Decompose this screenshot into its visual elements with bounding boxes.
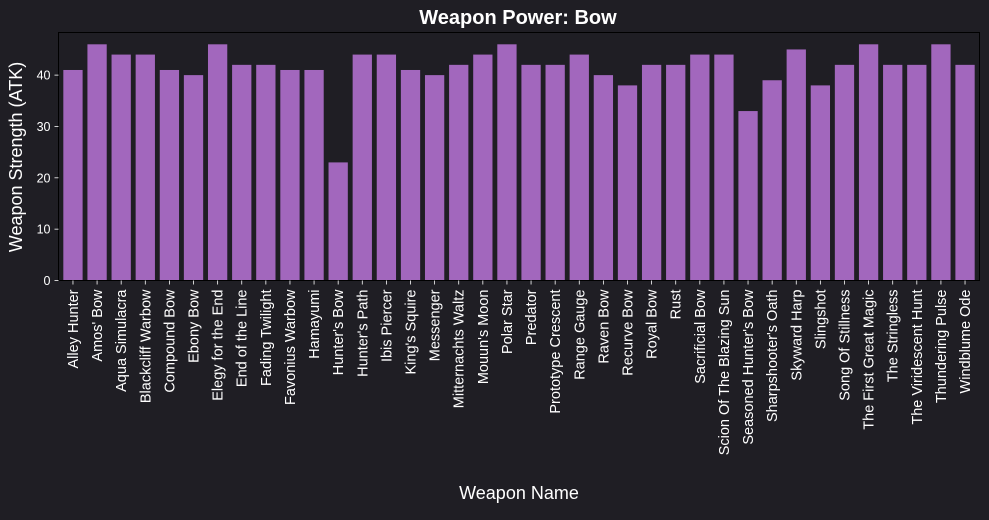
bar xyxy=(63,69,83,281)
x-tick-label: Seasoned Hunter's Bow xyxy=(741,289,757,445)
bar xyxy=(641,64,662,281)
bar xyxy=(449,64,469,281)
x-tick-label: The Viridescent Hunt xyxy=(910,290,926,425)
bar xyxy=(135,54,155,281)
x-tick-label: Recurve Bow xyxy=(620,289,636,376)
x-tick-label: The Stringless xyxy=(886,290,902,383)
y-tick-label: 30 xyxy=(37,120,51,134)
x-tick-label: Sacrificial Bow xyxy=(693,289,709,384)
x-tick-label: Alley Hunter xyxy=(66,289,82,368)
plot-frame xyxy=(58,32,980,281)
y-tick-label: 40 xyxy=(37,69,51,83)
bar xyxy=(931,44,951,281)
bar xyxy=(690,54,710,281)
x-tick-label: Range Gauge xyxy=(572,290,588,380)
bar xyxy=(424,75,445,281)
bar xyxy=(593,75,614,281)
bar xyxy=(497,44,517,281)
bar xyxy=(858,44,879,281)
x-tick-label: Predator xyxy=(524,289,540,345)
bar xyxy=(545,64,565,281)
x-tick-label: Messenger xyxy=(428,289,444,361)
x-tick-label: Favonius Warbow xyxy=(283,289,299,405)
x-tick-label: Slingshot xyxy=(813,290,829,350)
x-tick-label: Hunter's Bow xyxy=(331,289,347,375)
x-tick-label: The First Great Magic xyxy=(862,290,878,430)
bar xyxy=(159,69,180,281)
bar xyxy=(666,64,686,281)
x-tick-label: Hamayumi xyxy=(307,290,323,359)
x-tick-label: Blackcliff Warbow xyxy=(138,289,154,403)
bar xyxy=(883,64,903,281)
x-tick-label: Amos' Bow xyxy=(90,289,106,362)
x-tick-label: Ibis Piercer xyxy=(379,289,395,362)
bar xyxy=(87,44,107,281)
bar xyxy=(786,49,806,281)
bar xyxy=(834,64,855,281)
x-tick-label: Fading Twilight xyxy=(259,290,275,386)
y-tick-label: 20 xyxy=(37,171,51,185)
x-axis-label: Weapon Name xyxy=(459,483,579,503)
bar xyxy=(232,64,252,281)
x-tick-label: Song Of Stillness xyxy=(837,290,853,401)
x-tick-label: Elegy for the End xyxy=(211,290,227,401)
x-tick-label: Mitternachts Waltz xyxy=(452,290,468,409)
bar xyxy=(352,54,372,281)
x-tick-label: Prototype Crescent xyxy=(548,290,564,414)
x-tick-label: Sharpshooter's Oath xyxy=(765,290,781,423)
bar xyxy=(569,54,589,281)
bar xyxy=(111,54,131,281)
bar xyxy=(738,111,758,281)
bar xyxy=(762,80,782,281)
bar xyxy=(328,162,348,281)
bar xyxy=(907,64,927,281)
bar xyxy=(617,85,638,281)
x-tick-label: King's Squire xyxy=(404,290,420,375)
y-axis-label: Weapon Strength (ATK) xyxy=(6,62,26,252)
x-tick-label: End of the Line xyxy=(235,290,251,388)
bar xyxy=(376,54,397,281)
x-tick-label: Thundering Pulse xyxy=(934,290,950,404)
x-tick-label: Polar Star xyxy=(500,289,516,354)
x-tick-label: Royal Bow xyxy=(645,289,661,359)
bar xyxy=(473,54,493,281)
bar xyxy=(714,54,734,281)
x-tick-label: Raven Bow xyxy=(596,289,612,364)
bar xyxy=(256,64,276,281)
y-tick-label: 10 xyxy=(37,223,51,237)
x-tick-label: Ebony Bow xyxy=(187,289,203,363)
x-tick-label: Hunter's Path xyxy=(355,290,371,377)
bar xyxy=(207,44,228,281)
x-tick-label: Windblume Ode xyxy=(958,290,974,394)
x-tick-label: Mouun's Moon xyxy=(476,290,492,385)
bar xyxy=(304,69,324,281)
x-tick-label: Aqua Simulacra xyxy=(114,289,130,392)
bar xyxy=(521,64,541,281)
x-tick-label: Rust xyxy=(669,290,685,320)
bar xyxy=(400,69,421,281)
bar xyxy=(955,64,975,281)
bar xyxy=(280,69,300,281)
chart-title: Weapon Power: Bow xyxy=(419,7,617,29)
x-tick-label: Scion Of The Blazing Sun xyxy=(717,290,733,456)
x-tick-label: Compound Bow xyxy=(162,289,178,393)
y-tick-label: 0 xyxy=(44,274,51,288)
bar xyxy=(183,75,204,281)
bar xyxy=(810,85,831,281)
x-tick-label: Skyward Harp xyxy=(789,290,805,381)
